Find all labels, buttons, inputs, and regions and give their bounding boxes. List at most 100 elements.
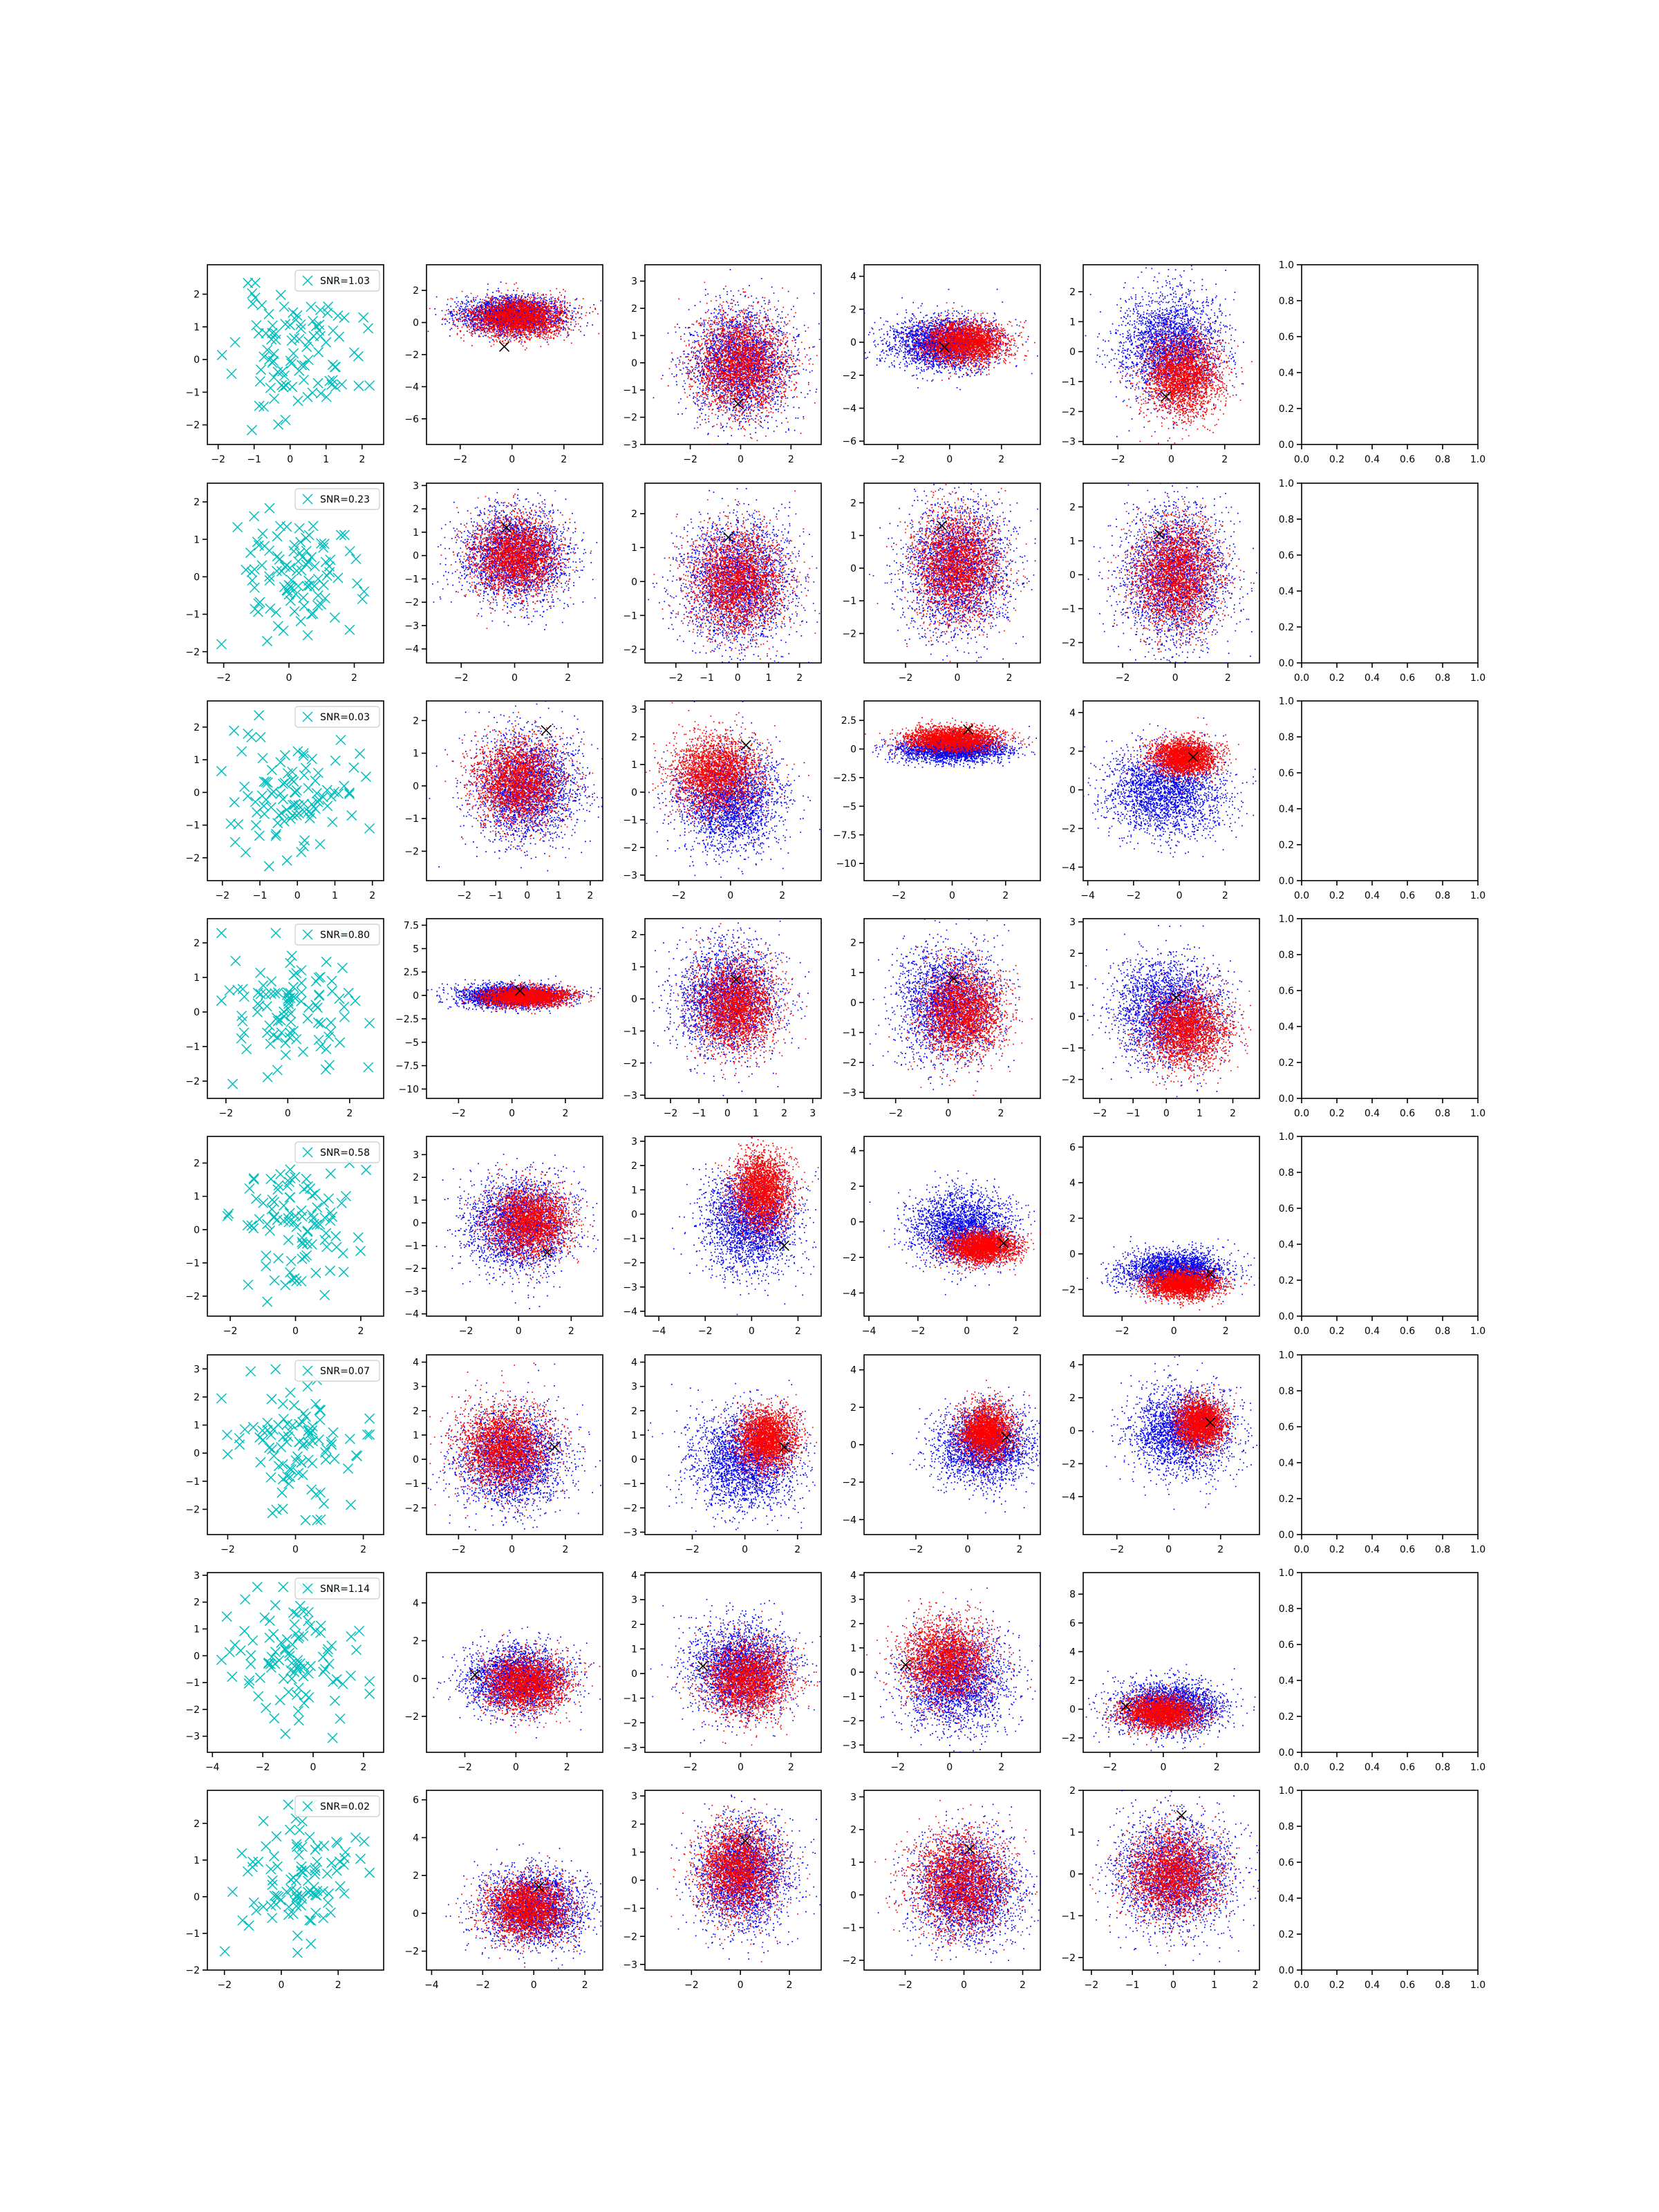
x-tick-label: 0.8 bbox=[1435, 890, 1450, 901]
x-tick-label: 0 bbox=[509, 1544, 515, 1555]
y-tick-label: −2 bbox=[404, 350, 419, 361]
y-tick-label: −2 bbox=[623, 1718, 637, 1729]
x-tick-label: 0.4 bbox=[1365, 673, 1380, 684]
x-tick-label: 0 bbox=[287, 454, 293, 465]
x-tick-label: 2 bbox=[1223, 1326, 1229, 1337]
y-tick-label: 0 bbox=[413, 551, 419, 562]
y-tick-label: 3 bbox=[850, 1595, 856, 1606]
x-tick-label: 0 bbox=[286, 673, 292, 684]
x-tick-label: 0.6 bbox=[1400, 1326, 1415, 1337]
y-tick-label: 4 bbox=[1069, 1360, 1076, 1371]
x-tick-label: 2 bbox=[562, 1108, 568, 1119]
snr-legend: SNR=0.23 bbox=[295, 489, 379, 509]
x-tick-label: 0.0 bbox=[1294, 1108, 1309, 1119]
x-tick-label: −1 bbox=[692, 1108, 706, 1119]
y-tick-label: −3 bbox=[185, 1732, 200, 1743]
y-tick-label: 2 bbox=[194, 722, 200, 733]
y-tick-label: 1 bbox=[631, 962, 637, 973]
y-tick-label: 0.6 bbox=[1279, 1640, 1294, 1651]
x-tick-label: 0 bbox=[294, 890, 301, 901]
y-tick-label: −2 bbox=[842, 1716, 856, 1727]
y-tick-label: 1 bbox=[631, 1185, 637, 1196]
x-tick-label: 0 bbox=[524, 890, 530, 901]
x-tick-label: 0 bbox=[749, 1326, 755, 1337]
y-tick-label: 0 bbox=[413, 318, 419, 329]
y-tick-label: 2 bbox=[1069, 747, 1076, 758]
x-tick-label: 0.2 bbox=[1329, 1326, 1344, 1337]
x-tick-label: 0 bbox=[955, 673, 961, 684]
y-tick-label: −2 bbox=[842, 371, 856, 382]
y-tick-label: 2 bbox=[631, 930, 637, 941]
x-tick-label: −2 bbox=[1116, 673, 1130, 684]
y-tick-label: −2 bbox=[404, 1264, 419, 1275]
y-tick-label: −2 bbox=[404, 1503, 419, 1514]
x-tick-label: 0 bbox=[509, 1108, 515, 1119]
x-tick-label: 0.4 bbox=[1365, 1326, 1380, 1337]
x-tick-label: 0.8 bbox=[1435, 1762, 1450, 1773]
x-tick-label: 0 bbox=[1170, 1980, 1177, 1991]
y-tick-label: 0.4 bbox=[1279, 1239, 1294, 1250]
y-tick-label: −1 bbox=[185, 1678, 200, 1689]
y-tick-label: −1 bbox=[842, 1923, 856, 1934]
y-tick-label: −1 bbox=[404, 1241, 419, 1252]
y-tick-label: 2 bbox=[413, 715, 419, 727]
x-tick-label: 2 bbox=[1221, 454, 1228, 465]
y-tick-label: −2 bbox=[1061, 1953, 1076, 1964]
y-tick-label: 1 bbox=[850, 531, 856, 542]
x-tick-label: 0.8 bbox=[1435, 1544, 1450, 1555]
y-tick-label: 2 bbox=[850, 304, 856, 315]
x-tick-label: 0.4 bbox=[1365, 454, 1380, 465]
y-tick-label: 1 bbox=[194, 1192, 200, 1203]
x-tick-label: −2 bbox=[1115, 1326, 1130, 1337]
x-tick-label: 0 bbox=[1177, 890, 1183, 901]
y-tick-label: 2 bbox=[194, 1392, 200, 1403]
y-tick-label: 3 bbox=[631, 1382, 637, 1393]
x-tick-label: −2 bbox=[909, 1544, 924, 1555]
x-tick-label: 2 bbox=[335, 1980, 341, 1991]
y-tick-label: 0 bbox=[194, 1892, 200, 1903]
y-tick-label: −1 bbox=[623, 1234, 637, 1245]
x-tick-label: 2 bbox=[998, 454, 1004, 465]
y-tick-label: −2 bbox=[185, 853, 200, 864]
y-tick-label: 4 bbox=[1069, 1178, 1076, 1189]
x-tick-label: 2 bbox=[564, 1762, 570, 1773]
y-tick-label: −1 bbox=[404, 1479, 419, 1490]
y-tick-label: 0 bbox=[413, 1674, 419, 1685]
x-tick-label: 0.6 bbox=[1400, 454, 1415, 465]
x-tick-label: −1 bbox=[253, 890, 268, 901]
y-tick-label: −1 bbox=[623, 815, 637, 826]
x-tick-label: −2 bbox=[459, 1326, 474, 1337]
y-tick-label: 2 bbox=[194, 497, 200, 508]
x-tick-label: 2 bbox=[1217, 1544, 1224, 1555]
y-tick-label: 1.0 bbox=[1279, 478, 1294, 489]
y-tick-label: −2.5 bbox=[833, 773, 856, 784]
y-tick-label: −2 bbox=[623, 843, 637, 854]
y-tick-label: 2 bbox=[631, 509, 637, 520]
y-tick-label: 1 bbox=[194, 534, 200, 545]
x-tick-label: 2 bbox=[779, 890, 785, 901]
y-tick-label: 1 bbox=[413, 1430, 419, 1441]
x-tick-label: 0.2 bbox=[1329, 1980, 1344, 1991]
y-tick-label: 0.6 bbox=[1279, 1857, 1294, 1868]
y-tick-label: 0.6 bbox=[1279, 768, 1294, 779]
y-tick-label: 1 bbox=[1069, 980, 1076, 991]
y-tick-label: −4 bbox=[404, 1309, 419, 1320]
x-tick-label: 2 bbox=[561, 454, 567, 465]
x-tick-label: 0 bbox=[531, 1980, 537, 1991]
x-tick-label: 0 bbox=[1172, 673, 1179, 684]
x-tick-label: 0 bbox=[1165, 1544, 1172, 1555]
x-tick-label: 0.8 bbox=[1435, 1326, 1450, 1337]
y-tick-label: −1 bbox=[185, 387, 200, 398]
y-tick-label: −2 bbox=[1061, 1075, 1076, 1086]
y-tick-label: 2 bbox=[631, 1161, 637, 1172]
x-tick-label: 0.4 bbox=[1365, 1544, 1380, 1555]
x-tick-label: 0 bbox=[724, 1108, 731, 1119]
y-tick-label: 3 bbox=[631, 1791, 637, 1802]
y-tick-label: 4 bbox=[631, 1571, 637, 1582]
y-tick-label: 2 bbox=[850, 938, 856, 949]
y-tick-label: 0.2 bbox=[1279, 840, 1294, 851]
y-tick-label: 2 bbox=[631, 732, 637, 743]
x-tick-label: 2 bbox=[796, 673, 803, 684]
y-tick-label: 0 bbox=[631, 1454, 637, 1465]
y-tick-label: 2 bbox=[850, 498, 856, 509]
